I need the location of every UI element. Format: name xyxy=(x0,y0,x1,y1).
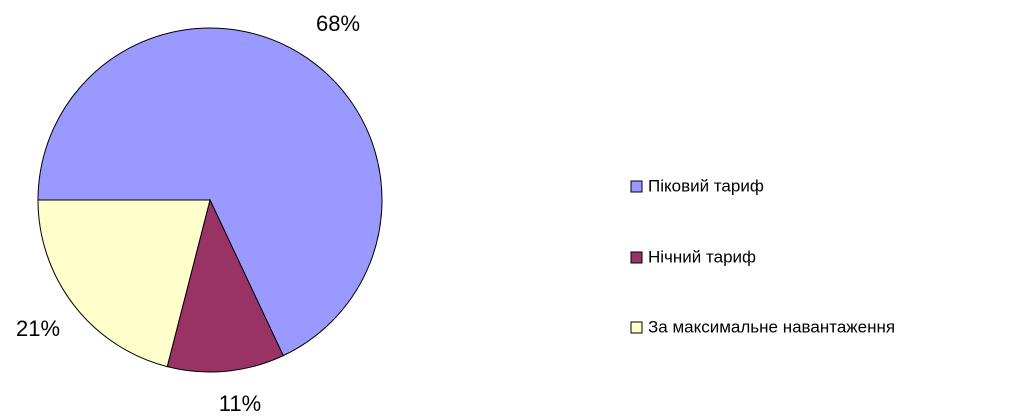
legend-swatch xyxy=(630,251,643,264)
pie-slice xyxy=(37,199,211,368)
pie-slice xyxy=(166,198,284,373)
legend-label: Піковий тариф xyxy=(648,176,764,195)
legend-swatch xyxy=(630,321,643,334)
legend-swatch xyxy=(630,180,643,193)
pie-slice xyxy=(37,27,383,357)
data-label: 21% xyxy=(16,316,60,341)
data-label: 68% xyxy=(316,11,360,36)
legend-label: За максимальне навантаження xyxy=(648,317,895,336)
legend-label: Нічний тариф xyxy=(648,247,756,266)
data-label: 11% xyxy=(219,391,261,416)
